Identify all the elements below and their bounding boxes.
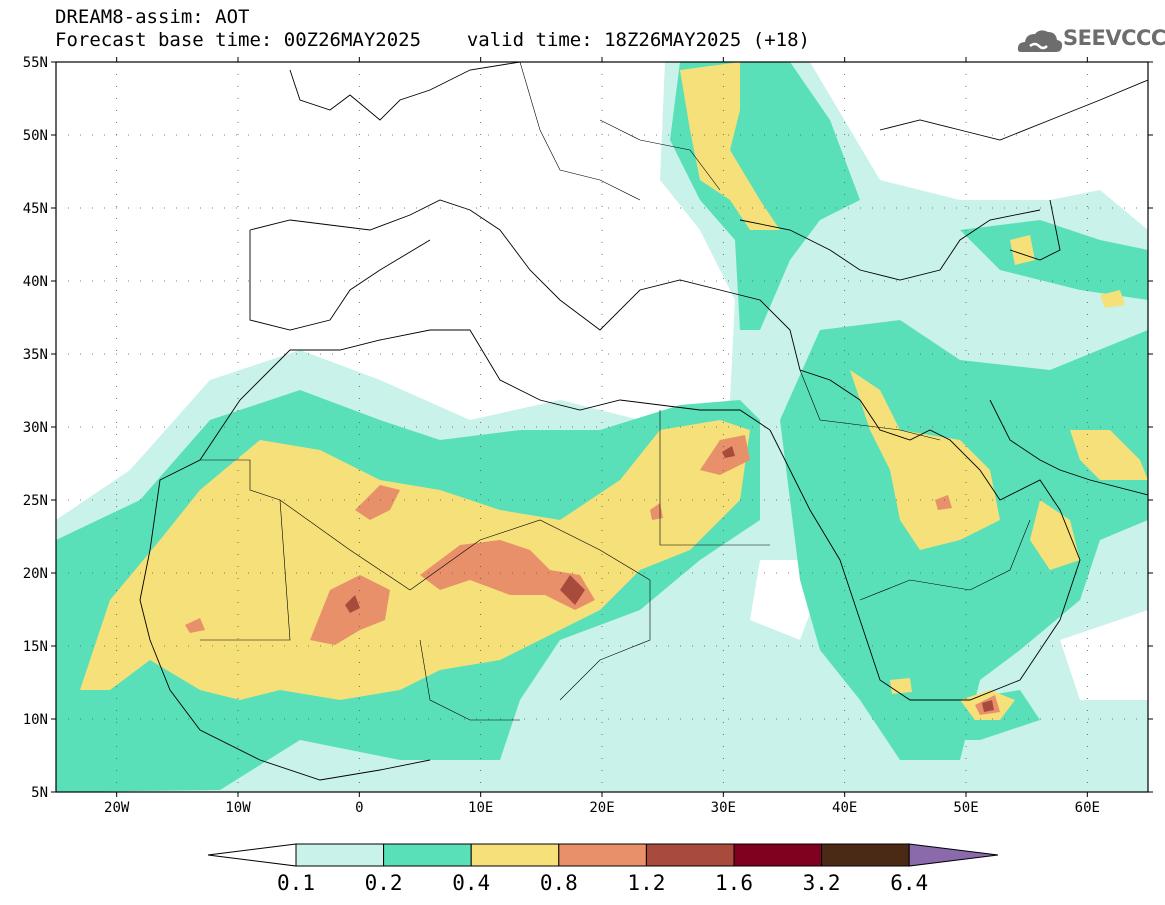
colorbar-label: 0.4 [452,871,490,895]
time-info: Forecast base time: 00Z26MAY2025 valid t… [55,29,810,51]
y-tick-label: 35N [23,347,48,363]
colorbar-label: 1.2 [627,871,665,895]
axes: 55N 50N 45N 40N 35N 30N 25N 20N 15N 10N 5N 20W 10W 0 1… [23,55,1153,816]
aot-field [56,62,1148,792]
x-tick-label: 0 [355,800,363,816]
x-tick-label: 60E [1075,800,1100,816]
colorbar-label: 3.2 [803,871,841,895]
x-tick-label: 50E [953,800,978,816]
colorbar-segment [295,843,385,867]
x-tick-label: 10W [225,800,251,816]
y-tick-label: 5N [31,785,48,801]
coastlines [139,62,1148,781]
map-title: DREAM8-assim: AOT [55,6,250,28]
valid-time: valid time: 18Z26MAY2025 (+18) [466,29,810,51]
x-tick-label: 40E [832,800,857,816]
y-tick-label: 45N [23,201,48,217]
colorbar-arrow-high [908,843,999,867]
y-tick-label: 25N [23,493,48,509]
colorbar-segment [821,843,910,867]
colorbar-label: 6.4 [890,871,928,895]
colorbar-segment [645,843,735,867]
colorbar-label: 1.6 [715,871,753,895]
colorbar-segment [470,843,560,867]
colorbar-segment [733,843,823,867]
colorbar-label: 0.2 [365,871,403,895]
colorbar-legend: 0.1 0.2 0.4 0.8 1.2 1.6 3.2 6.4 [207,843,999,895]
x-tick-label: 20W [104,800,130,816]
cloud-logo-icon [1017,30,1063,52]
y-tick-label: 15N [23,639,48,655]
borders [200,62,1031,721]
colorbar-segment [383,843,472,867]
x-tick-label: 10E [468,800,493,816]
forecast-base-time: Forecast base time: 00Z26MAY2025 [55,29,422,51]
y-tick-label: 40N [23,274,48,290]
y-tick-label: 30N [23,420,48,436]
y-tick-label: 50N [23,128,48,144]
logo-text: SEEVCCC [1063,26,1165,50]
y-tick-label: 55N [23,55,48,71]
y-tick-label: 20N [23,566,48,582]
y-tick-label: 10N [23,712,48,728]
x-tick-label: 20E [589,800,614,816]
colorbar-label: 0.1 [277,871,315,895]
x-tick-label: 30E [711,800,736,816]
colorbar-arrow-low [207,843,297,867]
colorbar-label: 0.8 [540,871,578,895]
colorbar-segment [558,843,647,867]
